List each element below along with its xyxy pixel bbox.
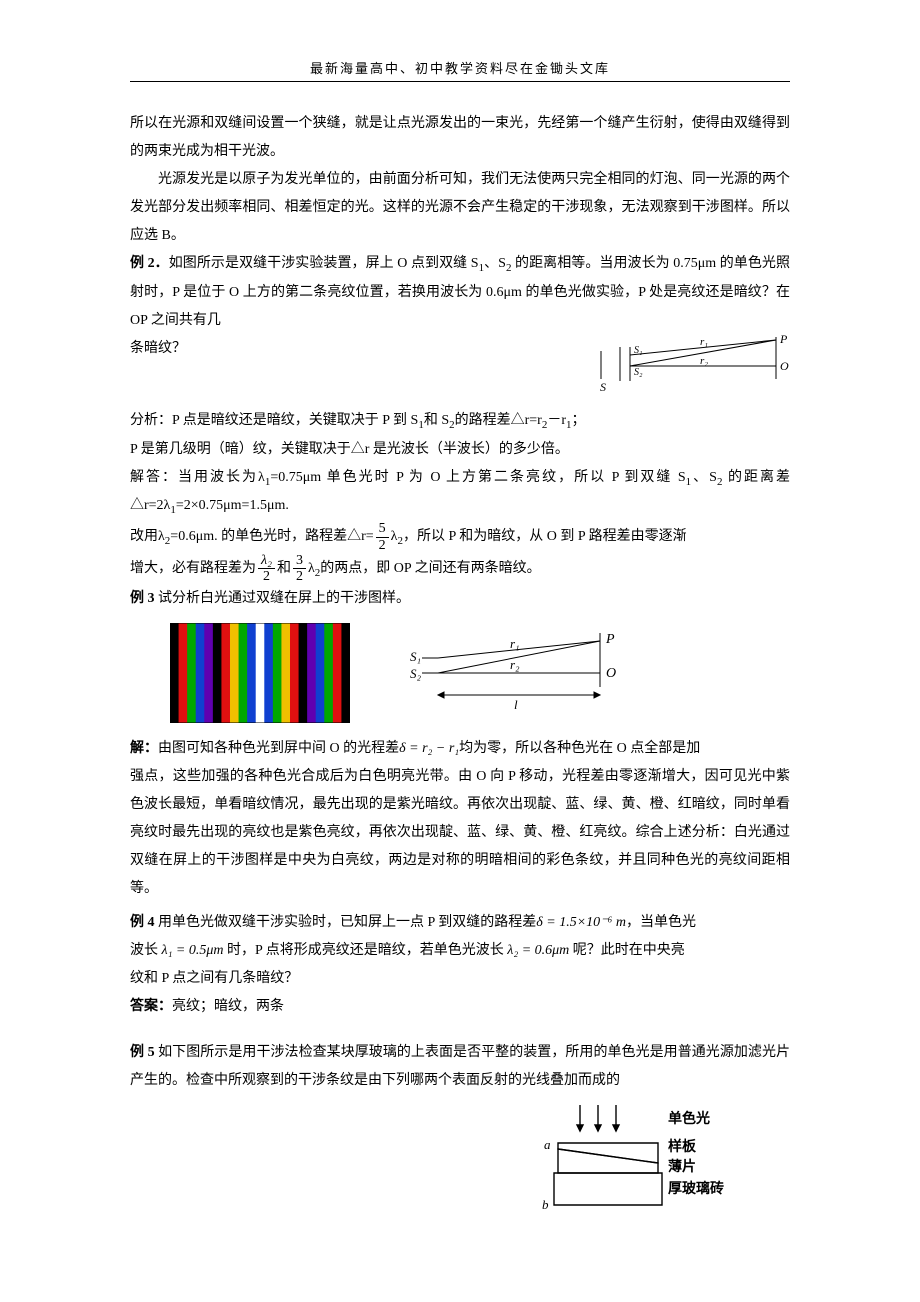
ex3-sol-1b: 均为零，所以各种色光在 O 点全部是加 <box>459 741 700 756</box>
d4-glass: 厚玻璃砖 <box>668 1180 724 1197</box>
example-4-line2: 波长 λ₁ = 0.5μm 时，P 点将形成亮纹还是暗纹，若单色光波长 λ₂ =… <box>130 937 790 965</box>
ex2-text-a: 如图所示是双缝干涉实验装置，屏上 O 点到双缝 S <box>169 256 479 271</box>
solve-line-3: 增大，必有路程差为λ₂2和32λ2的两点，即 OP 之间还有两条暗纹。 <box>130 553 790 585</box>
label-S2: S₂ <box>634 367 643 378</box>
ex4-1b: ，当单色光 <box>626 915 696 930</box>
answer-label: 答案： <box>130 999 172 1014</box>
fraction-lambda2-2: λ₂2 <box>258 553 275 585</box>
d2-l: l <box>514 697 518 712</box>
sv-2d: ，所以 P 和为暗纹，从 O 到 P 路程差由零逐渐 <box>403 529 687 544</box>
ex3-sol-label: 解： <box>130 741 158 756</box>
d4-sheet: 薄片 <box>668 1158 696 1175</box>
sv-3d: 的两点，即 OP 之间还有两条暗纹。 <box>320 561 540 576</box>
num-5: 5 <box>376 521 389 537</box>
ana-1d: －r <box>547 413 566 428</box>
ana-1a: P 点是暗纹还是暗纹，关键取决于 P 到 S <box>172 413 418 428</box>
d2-O: O <box>606 666 616 681</box>
d2-P: P <box>605 632 615 647</box>
ex4-delta: δ = 1.5×10⁻⁶ m <box>536 915 626 930</box>
example-4-line3: 纹和 P 点之间有几条暗纹？ <box>130 965 790 993</box>
solve-label: 解答： <box>130 470 178 485</box>
ex2-tail: 条暗纹？ <box>130 335 580 363</box>
example-4-label: 例 4 <box>130 915 158 930</box>
label-O: O <box>780 359 789 373</box>
solve-line-1: 解答：当用波长为λ1=0.75μm 单色光时 P 为 O 上方第二条亮纹，所以 … <box>130 464 790 522</box>
d4-plate: 样板 <box>668 1138 697 1155</box>
sv-3b: 和 <box>277 561 291 576</box>
ex4-lambda1: λ₁ = 0.5μm <box>162 943 224 958</box>
ex5-text: 如下图所示是用干涉法检查某块厚玻璃的上表面是否平整的装置，所用的单色光是用普通光… <box>130 1045 790 1088</box>
ex3-solution-1: 解：由图可知各种色光到屏中间 O 的光程差δ = r₂ − r₁均为零，所以各种… <box>130 735 790 763</box>
num-l2: λ₂ <box>258 553 275 569</box>
fraction-3-2: 32 <box>293 553 306 585</box>
den-2c: 2 <box>293 569 306 584</box>
page-header: 最新海量高中、初中教学资料尽在金锄头文库 <box>130 58 790 77</box>
d4-b: b <box>542 1197 549 1212</box>
label-r1: r₁ <box>700 336 708 348</box>
answer-text: 亮纹；暗纹，两条 <box>172 999 284 1014</box>
ex4-2b: 时，P 点将形成亮纹还是暗纹，若单色光波长 <box>227 943 504 958</box>
ex2-text-b: 、S <box>484 256 506 271</box>
ana-1e: ； <box>572 413 586 428</box>
example-4-answer: 答案：亮纹；暗纹，两条 <box>130 993 790 1021</box>
example-2-label: 例 2． <box>130 256 169 271</box>
sv-3a: 增大，必有路程差为 <box>130 561 256 576</box>
analysis-line-1: 分析：P 点是暗纹还是暗纹，关键取决于 P 到 S1和 S2的路程差△r=r2－… <box>130 407 790 436</box>
d4-light: 单色光 <box>668 1110 710 1127</box>
label-S1: S₁ <box>634 345 642 356</box>
d2-S2: S₂ <box>410 666 422 681</box>
den-2: 2 <box>376 538 389 553</box>
double-slit-diagram-1: S S₁ S₂ r₁ r₂ P O <box>600 335 790 393</box>
d4-a: a <box>544 1137 551 1152</box>
sv-2a: 改用λ <box>130 529 165 544</box>
ex4-lambda2: λ₂ = 0.6μm <box>507 943 569 958</box>
analysis-label: 分析： <box>130 413 172 428</box>
paragraph-2: 光源发光是以原子为发光单位的，由前面分析可知，我们无法使两只完全相同的灯泡、同一… <box>130 166 790 250</box>
example-5-label: 例 5 <box>130 1045 158 1060</box>
d2-r1: r₁ <box>510 636 520 651</box>
example-4-line1: 例 4 用单色光做双缝干涉实验时，已知屏上一点 P 到双缝的路程差δ = 1.5… <box>130 909 790 937</box>
example-3: 例 3 试分析白光通过双缝在屏上的干涉图样。 <box>130 585 790 613</box>
ex3-text: 试分析白光通过双缝在屏上的干涉图样。 <box>158 591 410 606</box>
ex4-2a: 波长 <box>130 943 158 958</box>
ana-1c: 的路程差△r=r <box>455 413 542 428</box>
example-3-label: 例 3 <box>130 591 158 606</box>
den-2b: 2 <box>260 569 273 584</box>
paragraph-1: 所以在光源和双缝间设置一个狭缝，就是让点光源发出的一束光，先经第一个缝产生衍射，… <box>130 110 790 166</box>
fraction-5-2: 52 <box>376 521 389 553</box>
ex3-solution-2: 强点，这些加强的各种色光合成后为白色明亮光带。由 O 向 P 移动，光程差由零逐… <box>130 763 790 903</box>
solve-line-2: 改用λ2=0.6μm. 的单色光时，路程差△r=52λ2，所以 P 和为暗纹，从… <box>130 521 790 553</box>
label-P: P <box>779 335 788 346</box>
ana-1b: 和 S <box>424 413 449 428</box>
double-slit-diagram-2: S₁ S₂ r₁ r₂ P O l <box>410 623 630 723</box>
analysis-line-2: P 是第几级明（暗）纹，关键取决于△r 是光波长（半波长）的多少倍。 <box>130 436 790 464</box>
label-S: S <box>600 380 606 393</box>
d2-S1: S₁ <box>410 649 421 664</box>
ex4-1a: 用单色光做双缝干涉实验时，已知屏上一点 P 到双缝的路程差 <box>158 915 536 930</box>
interference-check-diagram: a b 单色光 样板 薄片 厚玻璃砖 <box>540 1101 750 1216</box>
label-r2: r₂ <box>700 355 708 367</box>
example-5: 例 5 如下图所示是用干涉法检查某块厚玻璃的上表面是否平整的装置，所用的单色光是… <box>130 1039 790 1095</box>
ex4-2c: 呢？此时在中央亮 <box>573 943 685 958</box>
num-3: 3 <box>293 553 306 569</box>
spectrum-image <box>170 623 350 723</box>
d2-r2: r₂ <box>510 657 520 672</box>
delta-equation: δ = r₂ − r₁ <box>399 741 459 756</box>
example-2: 例 2．如图所示是双缝干涉实验装置，屏上 O 点到双缝 S1、S2 的距离相等。… <box>130 250 790 335</box>
ex3-sol-1a: 由图可知各种色光到屏中间 O 的光程差 <box>158 741 399 756</box>
sv-1a: 当用波长为λ <box>178 470 265 485</box>
sv-3c: λ <box>308 561 315 576</box>
sv-1c: 、S <box>691 470 717 485</box>
sv-2b: =0.6μm. 的单色光时，路程差△r= <box>170 529 373 544</box>
header-rule <box>130 81 790 82</box>
sv-1e: =2×0.75μm=1.5μm. <box>176 498 289 513</box>
sv-1b: =0.75μm 单色光时 P 为 O 上方第二条亮纹，所以 P 到双缝 S <box>270 470 685 485</box>
